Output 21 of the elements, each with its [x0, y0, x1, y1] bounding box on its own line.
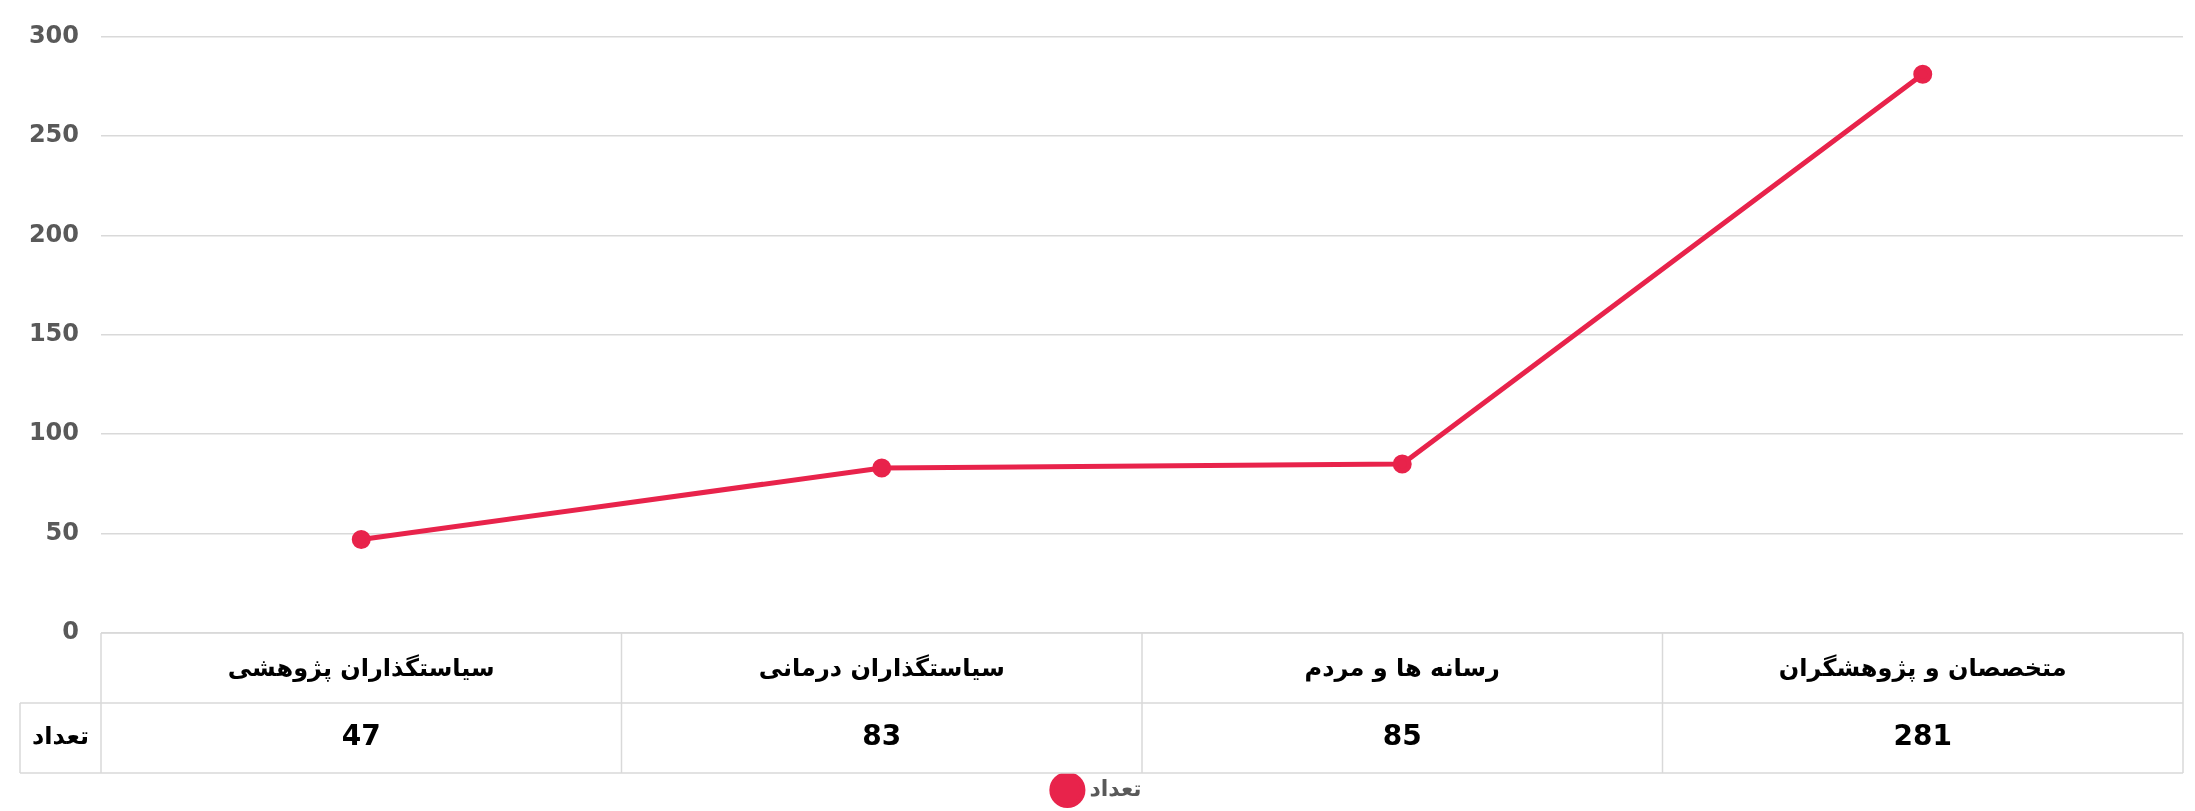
data-label: 83	[862, 719, 902, 753]
point	[1392, 454, 1412, 474]
text: تعداد	[32, 722, 89, 751]
point	[351, 530, 371, 550]
point	[872, 458, 892, 478]
point	[1913, 64, 1933, 84]
y-tick-label: 50	[45, 517, 79, 546]
y-tick-label: 0	[62, 617, 79, 646]
y-tick-label: 300	[28, 20, 79, 49]
y-tick-label: 200	[28, 219, 79, 248]
x-tick-label: سیاستگذاران درمانی	[758, 653, 1005, 682]
x-tick-label: سیاستگذاران پژوهشی	[227, 653, 495, 682]
x-tick-label: رسانه ها و مردم	[1304, 653, 1500, 682]
legend-label: تعداد	[1089, 775, 1142, 801]
x-tick-label: متخصصان و پژوهشگران	[1778, 653, 2067, 682]
data-label: 85	[1382, 719, 1422, 753]
data-label: 281	[1893, 719, 1952, 753]
y-tick-label: 250	[28, 120, 79, 149]
y-tick-label: 150	[28, 318, 79, 347]
data-label: 47	[341, 719, 381, 753]
y-tick-label: 100	[28, 418, 79, 447]
